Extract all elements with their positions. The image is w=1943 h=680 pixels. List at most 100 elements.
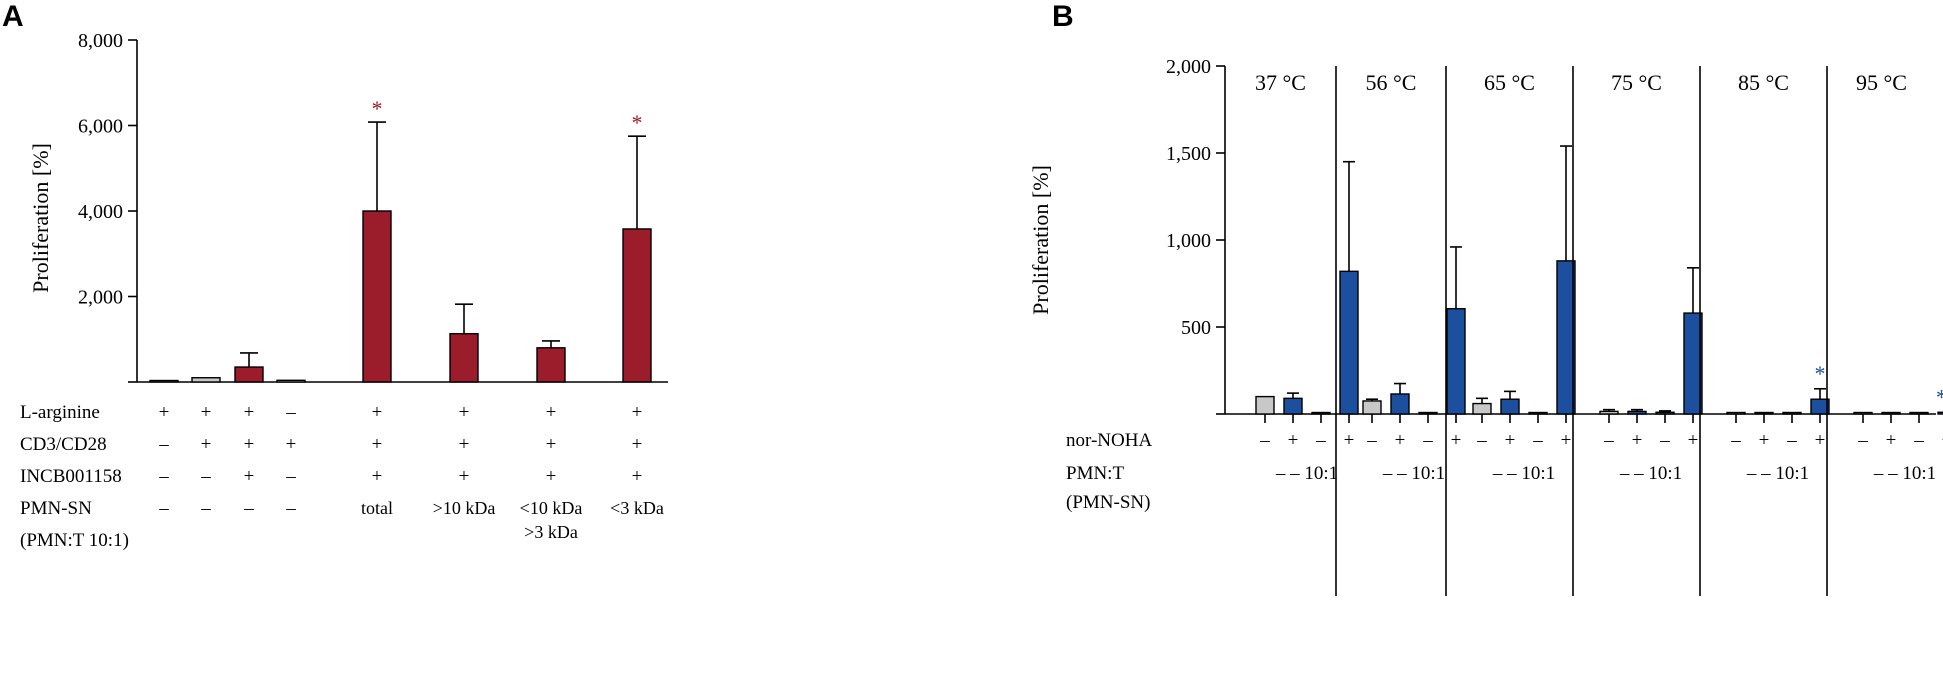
y-tick-label: 1,500: [1166, 143, 1211, 165]
bar: [362, 210, 392, 383]
bar: [449, 332, 479, 383]
y-tick-label: 2,000: [1166, 56, 1211, 78]
table-cell: +: [244, 466, 255, 487]
nor-noha-cell: –: [1913, 430, 1924, 451]
temperature-label: 75 °C: [1611, 70, 1662, 95]
temperature-group: 85 °C– + – +*– – 10:1: [1699, 66, 1830, 596]
bar: [1390, 393, 1410, 415]
bar: [1853, 411, 1873, 415]
panel-a-row-label: (PMN:T 10:1): [20, 530, 129, 551]
table-cell: –: [200, 466, 211, 487]
temperature-group: 37 °C– + – +– – 10:1: [1255, 70, 1359, 484]
nor-noha-cell: –: [1315, 430, 1326, 451]
bar: [1311, 411, 1331, 415]
table-cell: +: [372, 466, 383, 487]
table-cell: +: [244, 434, 255, 455]
panel-a-row-label: INCB001158: [20, 466, 122, 487]
significance-marker: **: [1936, 384, 1943, 409]
nor-noha-cell: +: [1451, 430, 1462, 451]
table-cell: +: [632, 434, 643, 455]
nor-noha-cell: +: [1395, 430, 1406, 451]
panel-a-ylabel: Proliferation [%]: [28, 143, 53, 293]
table-cell: +: [459, 402, 470, 423]
temperature-label: 85 °C: [1738, 70, 1789, 95]
panel-b-row-label: (PMN-SN): [1066, 492, 1150, 513]
nor-noha-cell: +: [1815, 430, 1826, 451]
significance-marker: *: [1815, 361, 1826, 386]
nor-noha-cell: –: [1659, 430, 1670, 451]
significance-marker: *: [372, 96, 383, 121]
table-cell: +: [546, 466, 557, 487]
nor-noha-cell: +: [1505, 430, 1516, 451]
table-cell: +: [459, 434, 470, 455]
y-tick-label: 500: [1181, 317, 1211, 339]
nor-noha-cell: –: [1366, 430, 1377, 451]
panel-a-row-label: CD3/CD28: [20, 434, 107, 455]
temperature-group: 75 °C– + – +– – 10:1: [1572, 66, 1703, 596]
table-cell: +: [372, 434, 383, 455]
bar: [1255, 395, 1275, 415]
temperature-group: 65 °C– + – +– – 10:1: [1445, 66, 1576, 596]
table-cell: +: [159, 402, 170, 423]
table-cell: –: [285, 498, 296, 519]
table-cell: <10 kDa: [520, 498, 583, 518]
bar: [1937, 411, 1943, 415]
table-cell: +: [546, 434, 557, 455]
temperature-group: 56 °C– + – +– – 10:1: [1335, 66, 1466, 596]
significance-marker: *: [632, 110, 643, 135]
table-cell: –: [200, 498, 211, 519]
panel-a-bars: **: [149, 96, 652, 383]
y-tick-label: 8,000: [78, 30, 123, 52]
table-cell: +: [459, 466, 470, 487]
table-cell: –: [285, 466, 296, 487]
bar: [149, 379, 179, 383]
bar: [1881, 411, 1901, 415]
y-tick-label: 1,000: [1166, 230, 1211, 252]
table-cell: +: [546, 402, 557, 423]
panel-b-row-label: nor-NOHA: [1066, 430, 1152, 451]
table-cell: <3 kDa: [610, 498, 664, 518]
table-cell: –: [158, 498, 169, 519]
y-tick-label: 6,000: [78, 116, 123, 138]
pmn-t-cell: – – 10:1: [1492, 463, 1555, 484]
panel-b-ticks: 500 1,000 1,500 2,000: [1166, 56, 1225, 415]
table-cell: +: [201, 434, 212, 455]
table-cell: >3 kDa: [524, 522, 578, 542]
panel-a: A Proliferation [%] 2,000 4,000 6,000 8,000…: [2, 0, 668, 551]
bar: [1599, 410, 1619, 415]
pmn-t-cell: – – 10:1: [1275, 463, 1338, 484]
table-cell: +: [201, 402, 212, 423]
panel-a-row-label: L-arginine: [20, 402, 100, 423]
nor-noha-cell: –: [1259, 430, 1270, 451]
bar: [1528, 411, 1548, 415]
nor-noha-cell: –: [1422, 430, 1433, 451]
panel-b: B Proliferation [%] 500 1,000 1,500 2,000 3…: [1028, 0, 1943, 596]
bar: [1500, 398, 1520, 415]
pmn-t-cell: – – 10:1: [1382, 463, 1445, 484]
temperature-label: 56 °C: [1366, 70, 1417, 95]
bar: [191, 377, 221, 383]
y-tick-label: 4,000: [78, 201, 123, 223]
panel-a-condition-table: L-arginine CD3/CD28 INCB001158 PMN-SN (P…: [20, 402, 664, 551]
bar: [1418, 411, 1438, 415]
bar: [1339, 270, 1359, 415]
nor-noha-cell: –: [1857, 430, 1868, 451]
nor-noha-cell: +: [1561, 430, 1572, 451]
nor-noha-cell: +: [1288, 430, 1299, 451]
nor-noha-cell: +: [1688, 430, 1699, 451]
bar: [234, 366, 264, 383]
bar: [536, 347, 566, 383]
table-cell: +: [244, 402, 255, 423]
nor-noha-cell: –: [1730, 430, 1741, 451]
nor-noha-cell: –: [1532, 430, 1543, 451]
nor-noha-cell: +: [1632, 430, 1643, 451]
temperature-label: 37 °C: [1255, 70, 1306, 95]
pmn-t-cell: – – 10:1: [1619, 463, 1682, 484]
bar: [276, 379, 306, 383]
nor-noha-cell: –: [1603, 430, 1614, 451]
bar: [1362, 400, 1382, 415]
bar: [1446, 308, 1466, 415]
temperature-group: 95 °C–+–+**– – 10:1: [1826, 66, 1943, 596]
panel-a-row-label: PMN-SN: [20, 498, 92, 519]
